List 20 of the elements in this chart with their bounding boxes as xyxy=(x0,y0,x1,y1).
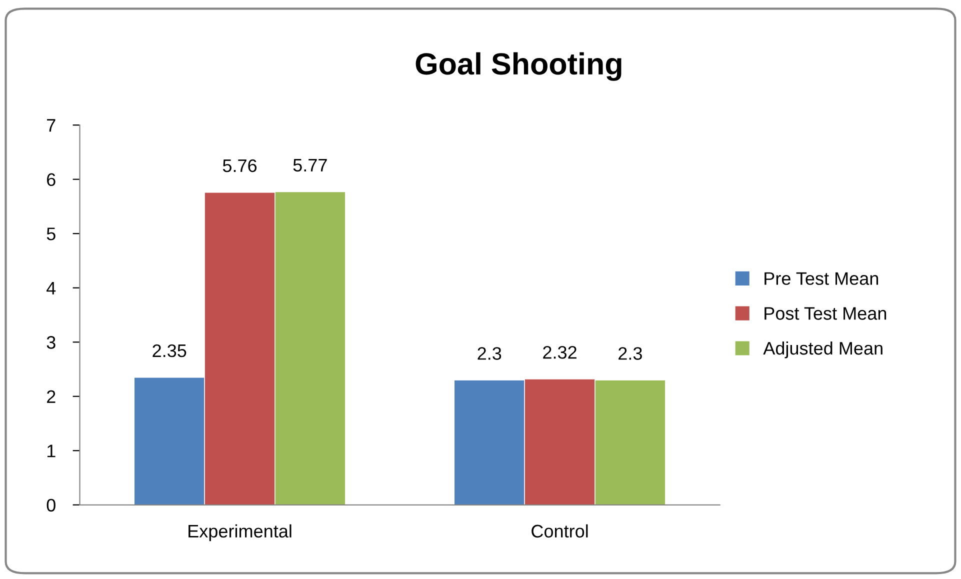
data-label: 5.77 xyxy=(293,158,327,172)
y-tick-label: 3 xyxy=(46,336,56,349)
legend-label: Post Test Mean xyxy=(764,307,886,320)
legend-label: Adjusted Mean xyxy=(763,341,882,358)
y-tick-label: 2 xyxy=(47,390,56,403)
legend-label: Pre Test Mean xyxy=(764,272,878,285)
data-label: 2.3 xyxy=(478,347,502,360)
y-tick-label: 4 xyxy=(46,282,56,294)
y-tick-label: 0 xyxy=(46,498,56,512)
data-label: 5.76 xyxy=(222,159,257,172)
y-tick-label: 7 xyxy=(47,119,56,132)
data-label: 2.32 xyxy=(543,346,576,359)
y-tick-label: 5 xyxy=(46,228,56,240)
x-tick-label: Experimental xyxy=(188,524,292,542)
chart-title: Goal Shooting xyxy=(416,52,622,81)
data-label: 2.3 xyxy=(618,347,642,360)
data-label: 2.35 xyxy=(152,344,186,358)
x-tick-label: Control xyxy=(532,524,588,538)
y-tick-label: 1 xyxy=(47,444,56,458)
y-tick-label: 6 xyxy=(47,173,56,186)
